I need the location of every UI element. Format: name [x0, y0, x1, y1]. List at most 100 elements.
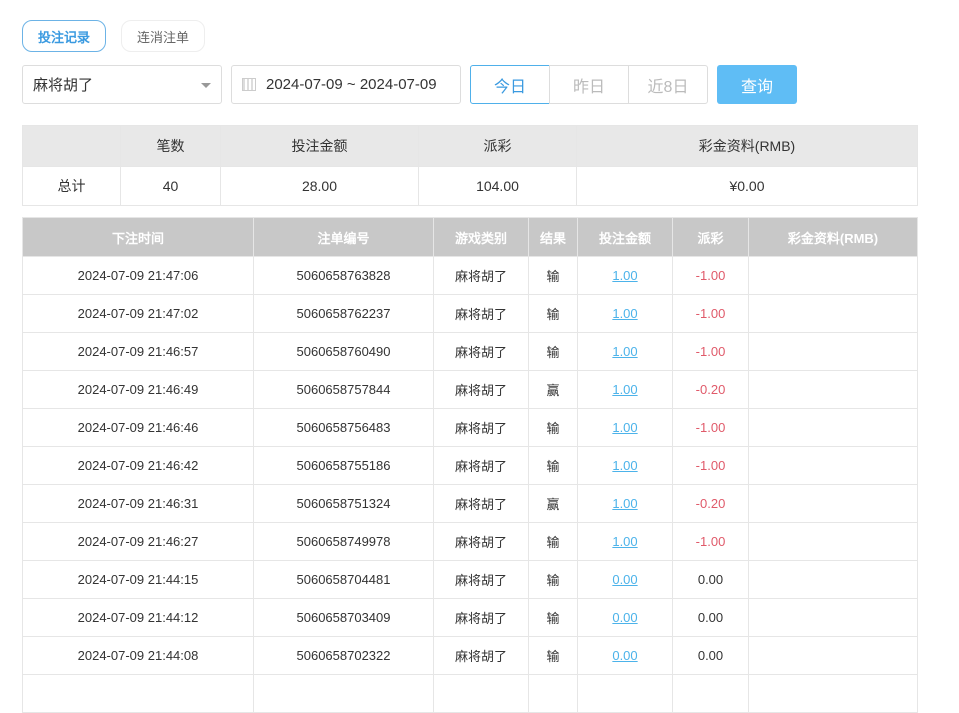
bonus-cell	[748, 446, 918, 485]
table-row: 2024-07-09 21:44:12 5060658703409 麻将胡了 输 0.0…	[22, 598, 918, 637]
bet-time: 2024-07-09 21:46:27	[77, 534, 199, 549]
bet-amount[interactable]: 1.00	[612, 534, 638, 549]
yesterday-button[interactable]: 昨日	[549, 65, 629, 104]
date-range-input[interactable]: 2024-07-09 ~ 2024-07-09	[231, 65, 461, 104]
result-cell: 输	[528, 598, 578, 637]
bet-amount[interactable]: 1.00	[612, 268, 638, 283]
bonus-cell	[748, 484, 918, 523]
game-type-cell: 麻将胡了	[433, 446, 529, 485]
game-select[interactable]: 麻将胡了	[22, 65, 222, 104]
summary-header: 彩金资料(RMB)	[576, 125, 918, 167]
last-8-days-button[interactable]: 近8日	[628, 65, 708, 104]
payout: -1.00	[695, 420, 726, 435]
bet-id-cell: 5060658755186	[253, 446, 434, 485]
bet-id: 5060658755186	[296, 458, 391, 473]
bet-id-cell: 5060658751324	[253, 484, 434, 523]
bonus-cell	[748, 408, 918, 447]
payout: -1.00	[695, 534, 726, 549]
bet-id: 5060658760490	[296, 344, 391, 359]
bet-id-cell: 5060658703409	[253, 598, 434, 637]
result-cell: 输	[528, 560, 578, 599]
bet-amount[interactable]: 1.00	[612, 420, 638, 435]
payout-cell: -1.00	[672, 256, 749, 295]
bonus-cell	[748, 256, 918, 295]
table-row: 2024-07-09 21:46:49 5060658757844 麻将胡了 赢 1.0…	[22, 370, 918, 409]
game-type: 麻将胡了	[454, 649, 507, 664]
result-cell: 输	[528, 446, 578, 485]
bet-amount[interactable]: 0.00	[612, 572, 638, 587]
payout: 0.00	[697, 610, 724, 625]
bet-id: 5060658702322	[296, 648, 391, 663]
payout-cell: 0.00	[672, 598, 749, 637]
result-cell: 输	[528, 332, 578, 371]
bet-time: 2024-07-09 21:44:12	[77, 610, 199, 625]
bet-time: 2024-07-09 21:46:57	[77, 344, 199, 359]
table-row: 2024-07-09 21:46:57 5060658760490 麻将胡了 输 1.0…	[22, 332, 918, 371]
calendar-icon	[242, 78, 256, 91]
bet-time-cell: 2024-07-09 21:44:15	[22, 560, 254, 599]
game-type: 麻将胡了	[454, 459, 507, 474]
game-type: 麻将胡了	[454, 497, 507, 512]
game-type-cell: 麻将胡了	[433, 294, 529, 333]
game-type-cell: 麻将胡了	[433, 408, 529, 447]
bet-amount[interactable]: 1.00	[612, 306, 638, 321]
bet-amount-cell: 0.00	[577, 560, 673, 599]
table-row: 2024-07-09 21:46:27 5060658749978 麻将胡了 输 1.0…	[22, 522, 918, 561]
bet-time-cell	[22, 674, 254, 713]
result-cell	[528, 674, 578, 713]
bet-time-cell: 2024-07-09 21:44:12	[22, 598, 254, 637]
bet-amount[interactable]: 1.00	[612, 382, 638, 397]
bet-time: 2024-07-09 21:46:31	[77, 496, 199, 511]
bet-amount[interactable]: 1.00	[612, 458, 638, 473]
bet-time: 2024-07-09 21:44:15	[77, 572, 199, 587]
bet-amount[interactable]: 0.00	[612, 610, 638, 625]
bet-time-cell: 2024-07-09 21:47:02	[22, 294, 254, 333]
bet-time-cell: 2024-07-09 21:46:42	[22, 446, 254, 485]
bet-id: 5060658763828	[296, 268, 391, 283]
game-type-cell: 麻将胡了	[433, 560, 529, 599]
bet-amount[interactable]: 1.00	[612, 344, 638, 359]
tab-bet-records[interactable]: 投注记录	[22, 20, 106, 52]
bet-amount-cell: 1.00	[577, 484, 673, 523]
summary-label: 总计	[22, 166, 121, 206]
bonus-cell	[748, 598, 918, 637]
game-type-cell: 麻将胡了	[433, 598, 529, 637]
result: 输	[546, 345, 560, 360]
game-type-cell: 麻将胡了	[433, 256, 529, 295]
bet-time: 2024-07-09 21:44:08	[77, 648, 199, 663]
bet-amount-cell: 0.00	[577, 636, 673, 675]
bet-amount-cell: 1.00	[577, 408, 673, 447]
bet-time: 2024-07-09 21:46:46	[77, 420, 199, 435]
payout-cell: -1.00	[672, 408, 749, 447]
bet-amount[interactable]: 1.00	[612, 496, 638, 511]
summary-count: 40	[120, 166, 221, 206]
bet-time-cell: 2024-07-09 21:46:27	[22, 522, 254, 561]
bet-time-cell: 2024-07-09 21:46:49	[22, 370, 254, 409]
today-button[interactable]: 今日	[470, 65, 550, 104]
column-header: 彩金资料(RMB)	[748, 217, 918, 257]
payout-cell: -0.20	[672, 484, 749, 523]
game-type-cell: 麻将胡了	[433, 370, 529, 409]
bet-amount-cell: 1.00	[577, 370, 673, 409]
table-row: 2024-07-09 21:47:06 5060658763828 麻将胡了 输 1.0…	[22, 256, 918, 295]
bet-id-cell: 5060658763828	[253, 256, 434, 295]
result: 输	[546, 611, 560, 626]
column-header: 派彩	[672, 217, 749, 257]
bet-amount[interactable]: 0.00	[612, 648, 638, 663]
game-type-cell: 麻将胡了	[433, 636, 529, 675]
summary-bonus: ¥0.00	[576, 166, 918, 206]
payout: 0.00	[697, 648, 724, 663]
bet-id-cell: 5060658757844	[253, 370, 434, 409]
summary-payout: 104.00	[418, 166, 577, 206]
search-button[interactable]: 查询	[717, 65, 797, 104]
bet-id: 5060658703409	[296, 610, 391, 625]
game-type: 麻将胡了	[454, 345, 507, 360]
game-type-cell: 麻将胡了	[433, 332, 529, 371]
bonus-cell	[748, 560, 918, 599]
payout-cell: -1.00	[672, 294, 749, 333]
game-type-cell	[433, 674, 529, 713]
tab-cascade-bets[interactable]: 连消注单	[121, 20, 205, 52]
bet-records-table: 下注时间 注单编号 游戏类别 结果 投注金额 派彩 彩金资料(RMB) 2024-07-09…	[22, 217, 918, 713]
payout: -1.00	[695, 268, 726, 283]
bet-id-cell: 5060658702322	[253, 636, 434, 675]
